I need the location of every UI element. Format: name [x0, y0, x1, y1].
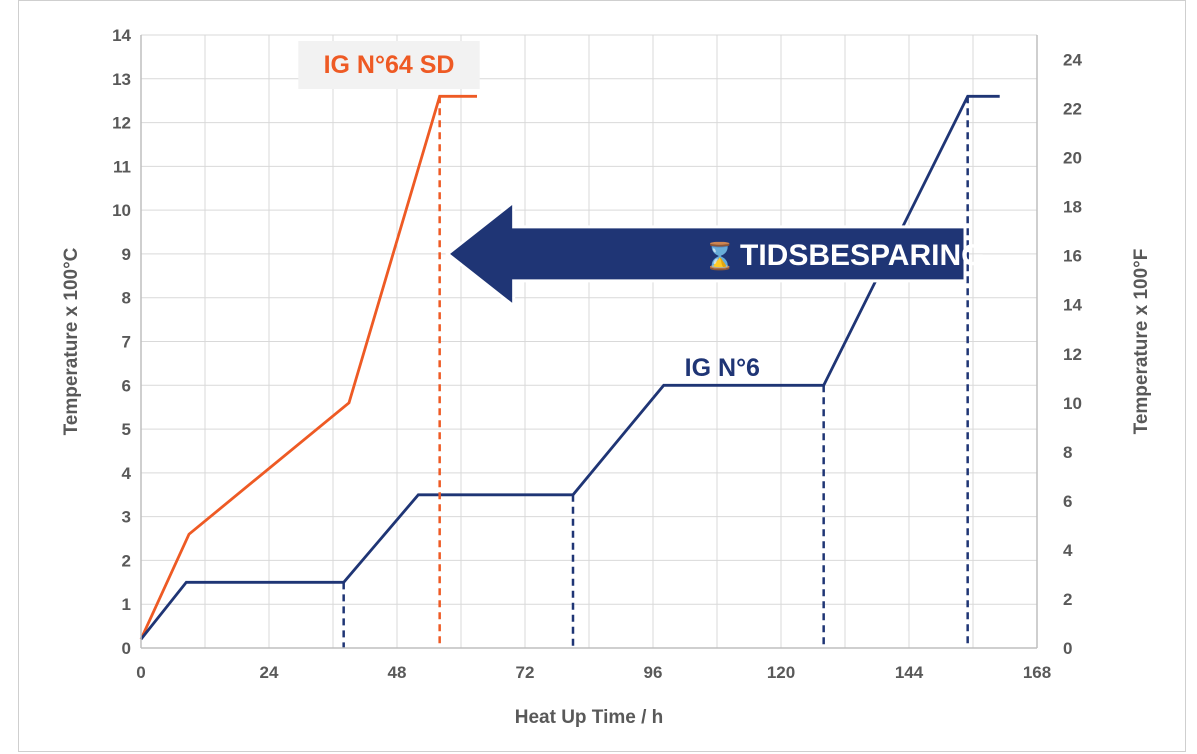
y-right-tick-label-24: 24: [1063, 51, 1082, 70]
series-line-ig-n-64-sd: [139, 94, 477, 640]
chart-frame: 0 24 48 72 96 120 144 168 0 1 2 3 4 5 6 7 8 9 10 11 12 13 14 …: [18, 0, 1186, 752]
y-left-tick-label-9: 9: [122, 245, 131, 264]
y-right-axis-label: Temperature x 100°F: [1131, 249, 1152, 435]
y-left-tick-label-11: 11: [113, 157, 131, 176]
y-right-tick-label-16: 16: [1063, 247, 1082, 266]
arrow-shape: [445, 198, 967, 310]
y-left-tick-label-7: 7: [122, 333, 131, 352]
y-left-tick-label-1: 1: [122, 595, 131, 614]
y-right-tick-label-14: 14: [1063, 296, 1082, 315]
y-left-axis-label: Temperature x 100°C: [61, 247, 82, 435]
series-label-bg-0: [298, 41, 480, 89]
y-left-tick-label-3: 3: [122, 508, 131, 527]
y-right-tick-label-8: 8: [1063, 443, 1072, 462]
y-left-tick-label-13: 13: [112, 70, 131, 89]
x-tick-label-0: 0: [136, 663, 145, 682]
y-right-tick-label-2: 2: [1063, 590, 1072, 609]
series-label-ig-n-64-sd: IG N°64 SD: [324, 51, 455, 79]
series-lines: [139, 94, 1000, 641]
y-right-tick-label-12: 12: [1063, 345, 1082, 364]
y-right-tick-label-18: 18: [1063, 198, 1082, 217]
x-tick-label-24: 24: [260, 663, 279, 682]
axes: [140, 35, 1038, 649]
y-left-tick-label-2: 2: [122, 551, 131, 570]
y-left-tick-label-4: 4: [122, 464, 132, 483]
x-tick-label-72: 72: [516, 663, 535, 682]
y-right-tick-label-4: 4: [1063, 541, 1073, 560]
x-tick-label-144: 144: [895, 663, 924, 682]
y-left-tick-label-5: 5: [122, 420, 131, 439]
y-right-tick-label-22: 22: [1063, 100, 1082, 119]
y-left-tick-label-8: 8: [122, 289, 131, 308]
y-left-tick-label-10: 10: [112, 201, 131, 220]
y-left-tick-label-0: 0: [122, 639, 131, 658]
dashed-markers: [342, 96, 969, 648]
series-labels: IG N°64 SD IG N°6: [298, 41, 760, 382]
hourglass-icon: ⌛: [704, 241, 736, 271]
y-right-tick-label-10: 10: [1063, 394, 1082, 413]
y-right-tick-label-0: 0: [1063, 639, 1072, 658]
y-left-tick-label-14: 14: [112, 26, 131, 45]
x-tick-label-168: 168: [1023, 663, 1051, 682]
y-left-tick-label-6: 6: [122, 376, 131, 395]
x-tick-labels: 0 24 48 72 96 120 144 168: [136, 663, 1051, 682]
x-tick-label-48: 48: [388, 663, 407, 682]
x-tick-label-96: 96: [644, 663, 663, 682]
y-right-tick-label-6: 6: [1063, 492, 1072, 511]
gridlines: [140, 34, 1038, 649]
x-tick-label-120: 120: [767, 663, 795, 682]
y-left-tick-label-12: 12: [112, 114, 131, 133]
time-saving-arrow: ⌛ TIDSBESPARING: [445, 198, 984, 310]
series-line-ig-n-6: [139, 94, 1000, 641]
series-label-ig-n-6: IG N°6: [685, 354, 760, 382]
y-right-tick-label-20: 20: [1063, 149, 1082, 168]
arrow-annotation-text: TIDSBESPARING: [740, 239, 984, 272]
temperature-chart: 0 24 48 72 96 120 144 168 01234567891011121314 …: [61, 26, 1152, 728]
x-axis-label: Heat Up Time / h: [515, 707, 664, 728]
